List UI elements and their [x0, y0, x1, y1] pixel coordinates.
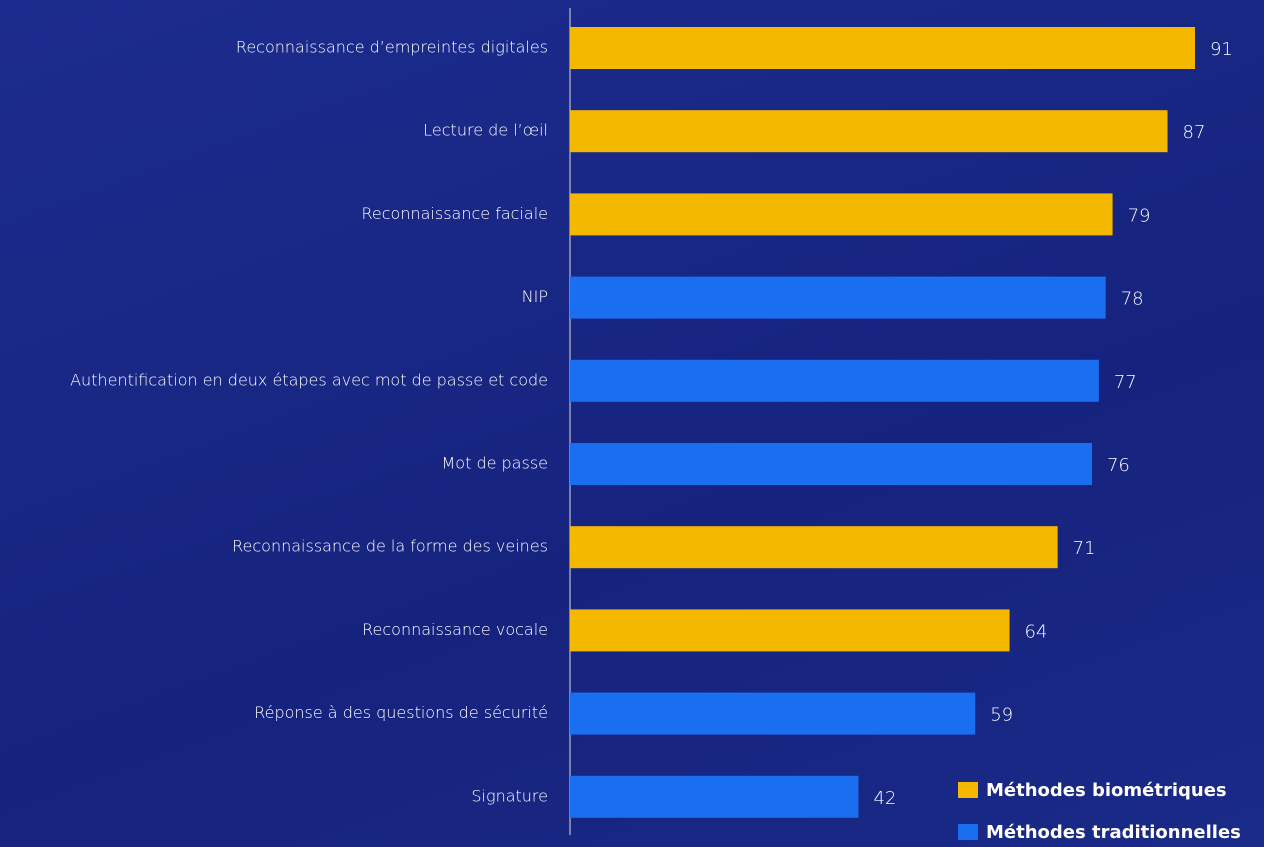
legend-swatch: [958, 824, 978, 840]
bar: [570, 692, 976, 735]
value-label: 87: [1183, 122, 1206, 143]
legend-label: Méthodes traditionnelles: [986, 822, 1241, 843]
value-label: 77: [1114, 372, 1137, 393]
bar: [570, 27, 1195, 69]
bar: [570, 609, 1010, 652]
value-label: 79: [1128, 205, 1151, 226]
bar: [570, 110, 1168, 153]
value-label: 78: [1121, 289, 1144, 310]
bar: [570, 775, 859, 818]
category-label: Mot de passe: [441, 454, 548, 473]
legend-swatch: [958, 782, 978, 798]
category-label: Reconnaissance faciale: [362, 204, 548, 223]
legend-label: Méthodes biométriques: [986, 780, 1227, 801]
value-label: 59: [990, 705, 1013, 726]
category-label: Reconnaissance d’empreintes digitales: [236, 38, 548, 57]
value-label: 71: [1073, 538, 1096, 559]
bar: [570, 526, 1058, 569]
bar: [570, 276, 1106, 319]
category-label: Réponse à des questions de sécurité: [254, 703, 548, 722]
bar: [570, 193, 1113, 236]
value-label: 42: [873, 788, 896, 809]
category-label: Signature: [471, 786, 548, 805]
bar: [570, 359, 1099, 402]
category-label: NIP: [522, 287, 548, 306]
category-label: Reconnaissance vocale: [362, 620, 548, 639]
value-label: 76: [1107, 455, 1130, 476]
bar: [570, 443, 1092, 485]
category-label: Lecture de l’œil: [423, 121, 548, 140]
category-label: Authentification en deux étapes avec mot…: [70, 370, 548, 389]
value-label: 64: [1025, 621, 1048, 642]
category-label: Reconnaissance de la forme des veines: [232, 537, 548, 556]
value-label: 91: [1210, 39, 1233, 60]
